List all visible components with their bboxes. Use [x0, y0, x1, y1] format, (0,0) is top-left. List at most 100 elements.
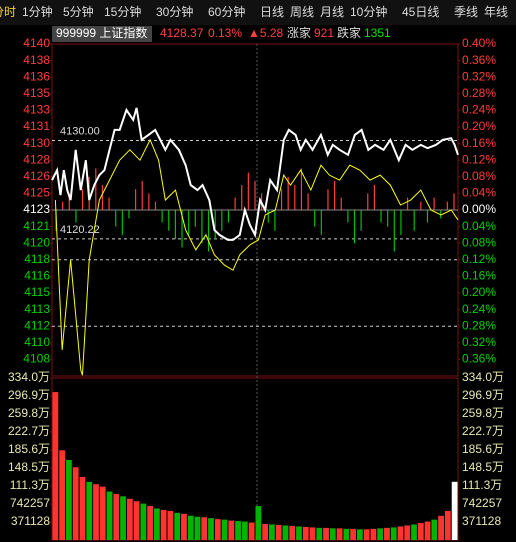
y-tick-label: 4120	[23, 235, 50, 249]
volume-bar	[404, 525, 411, 540]
y2-tick-label: 0.28%	[462, 86, 496, 100]
volume-bar	[269, 524, 275, 540]
volume-bar	[187, 515, 194, 540]
tab[interactable]: 日线	[260, 5, 284, 19]
tab[interactable]: 年线	[484, 5, 508, 19]
volume-bar	[370, 528, 377, 540]
volume-tick-label: 148.5万	[8, 460, 50, 474]
y-tick-label: 4133	[23, 103, 50, 117]
volume-tick-label-right: 185.6万	[462, 442, 504, 456]
volume-bar	[133, 501, 140, 540]
volume-bar	[377, 528, 384, 540]
y-tick-label: 4121	[23, 219, 50, 233]
volume-frame	[51, 377, 459, 541]
y-tick-label: 4128	[23, 152, 50, 166]
volume-tick-label: 742257	[10, 496, 50, 510]
y2-tick-label: 0.16%	[462, 136, 496, 150]
volume-bar	[174, 512, 181, 540]
tab[interactable]: 60分钟	[208, 4, 245, 19]
volume-bar	[221, 519, 228, 540]
tab[interactable]: 分时	[0, 5, 16, 19]
tab[interactable]: 45日线	[402, 5, 439, 19]
volume-bar	[99, 486, 106, 540]
tab-bar	[0, 0, 516, 25]
volume-bar	[181, 513, 187, 540]
volume-bar	[397, 526, 404, 540]
volume-bar	[357, 529, 363, 540]
volume-bar	[411, 524, 417, 540]
y-tick-label: 4131	[23, 119, 50, 133]
volume-bar	[194, 516, 201, 540]
volume-bar	[235, 521, 241, 540]
volume-bar	[160, 509, 167, 540]
volume-bar	[59, 450, 66, 540]
header-change-pct: 0.13%	[208, 26, 242, 40]
volume-bar	[52, 392, 59, 540]
tab[interactable]: 5分钟	[63, 4, 94, 19]
y-tick-label: 4138	[23, 53, 50, 67]
y-tick-label: 4115	[24, 285, 50, 299]
volume-bar	[228, 520, 235, 540]
volume-bar	[154, 508, 160, 540]
annotation: 4120.22	[60, 224, 100, 236]
y2-tick-label: 0.28%	[462, 318, 496, 332]
volume-bar	[72, 467, 79, 540]
volume-bar	[255, 506, 262, 540]
volume-bar	[214, 519, 221, 540]
tab[interactable]: 15分钟	[104, 4, 141, 19]
volume-bar	[451, 481, 458, 540]
volume-bar	[241, 521, 248, 540]
y2-tick-label: 0.08%	[462, 169, 496, 183]
y-tick-label: 4123	[23, 202, 50, 216]
volume-tick-label-right: 222.7万	[462, 424, 504, 438]
y-tick-label: 4135	[23, 86, 50, 100]
y2-tick-label: 0.24%	[462, 103, 496, 117]
y2-tick-label: 0.08%	[462, 235, 496, 249]
annotation: 4130.00	[60, 125, 100, 137]
volume-tick-label: 334.0万	[8, 370, 50, 384]
tab[interactable]: 30分钟	[156, 4, 193, 19]
y2-tick-label: 0.00%	[462, 202, 496, 216]
price-line	[54, 138, 459, 376]
volume-bar	[140, 503, 147, 540]
volume-bar	[66, 459, 72, 540]
volume-bar	[417, 523, 424, 540]
y2-tick-label: 0.16%	[462, 269, 496, 283]
volume-tick-label: 222.7万	[8, 424, 50, 438]
volume-bar	[113, 493, 120, 540]
tab[interactable]: 周线	[290, 5, 314, 19]
volume-bar	[93, 484, 99, 540]
y2-tick-label: 0.04%	[462, 219, 496, 233]
volume-bar	[262, 523, 269, 540]
volume-bar	[431, 519, 438, 540]
tab[interactable]: 10分钟	[350, 4, 387, 19]
y2-tick-label: 0.32%	[462, 335, 496, 349]
tab[interactable]: 月线	[320, 5, 344, 19]
volume-tick-label-right: 111.3万	[462, 478, 502, 492]
volume-tick-label: 371128	[11, 514, 50, 528]
y2-tick-label: 0.40%	[462, 36, 496, 50]
volume-bar	[201, 517, 208, 540]
volume-tick-label-right: 334.0万	[462, 370, 504, 384]
volume-bar	[309, 527, 316, 540]
y2-tick-label: 0.12%	[462, 152, 496, 166]
volume-bar	[79, 476, 86, 540]
header-up-count: 921	[314, 26, 334, 40]
volume-bar	[275, 524, 282, 540]
volume-bar	[289, 525, 296, 540]
tab[interactable]: 季线	[454, 5, 478, 19]
y-tick-label: 4118	[24, 252, 50, 266]
volume-bar	[248, 522, 255, 540]
volume-tick-label: 111.3万	[10, 478, 50, 492]
tab[interactable]: 1分钟	[22, 4, 53, 19]
y-tick-label: 4125	[23, 186, 50, 200]
volume-tick-label-right: 148.5万	[462, 460, 504, 474]
volume-bar	[147, 506, 153, 540]
volume-bar	[336, 528, 343, 540]
volume-bar	[384, 527, 390, 540]
volume-bar	[424, 521, 431, 540]
y2-tick-label: 0.24%	[462, 302, 496, 316]
y2-tick-label: 0.36%	[462, 53, 496, 67]
y-tick-label: 4140	[23, 36, 50, 50]
